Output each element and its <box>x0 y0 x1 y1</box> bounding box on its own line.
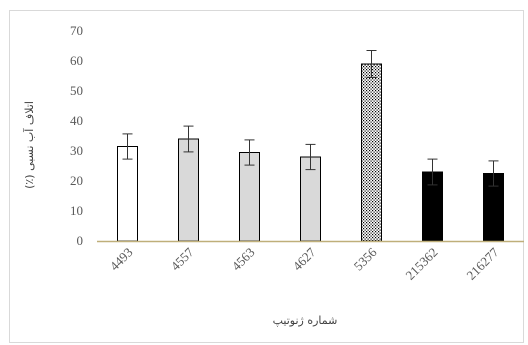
y-tick-label: 60 <box>70 53 83 68</box>
x-axis-title: شماره ژنوتیپ <box>273 314 338 327</box>
error-bar <box>366 50 377 78</box>
bar <box>239 152 260 242</box>
bar <box>178 138 199 242</box>
y-tick-label: 70 <box>70 23 83 38</box>
y-tick-label: 40 <box>70 113 83 128</box>
y-axis-title: اتلاف آب نسبی (٪) <box>22 101 36 189</box>
x-axis-ticks: 4493 4557 4563 4627 5356 215362 216277 <box>107 244 502 283</box>
x-tick-label: 215362 <box>402 245 440 283</box>
bars <box>117 50 504 242</box>
error-bar <box>183 125 194 153</box>
x-tick-label: 4627 <box>290 244 319 273</box>
y-tick-label: 30 <box>70 143 83 158</box>
error-bar <box>244 139 255 166</box>
error-bar <box>427 158 438 186</box>
x-tick-label: 216277 <box>463 244 502 283</box>
error-bar <box>122 133 133 160</box>
y-tick-label: 0 <box>77 233 84 248</box>
x-tick-label: 4493 <box>107 245 136 274</box>
x-tick-label: 5356 <box>351 244 380 273</box>
y-axis-ticks: 0 10 20 30 40 50 60 70 <box>70 23 83 248</box>
bar <box>117 146 138 242</box>
error-bar <box>488 160 499 187</box>
x-tick-label: 4563 <box>229 245 258 274</box>
error-bar <box>305 143 316 171</box>
y-tick-label: 50 <box>70 83 83 98</box>
x-tick-label: 4557 <box>168 244 197 273</box>
y-tick-label: 10 <box>70 203 83 218</box>
y-tick-label: 20 <box>70 173 83 188</box>
bar <box>361 63 382 242</box>
